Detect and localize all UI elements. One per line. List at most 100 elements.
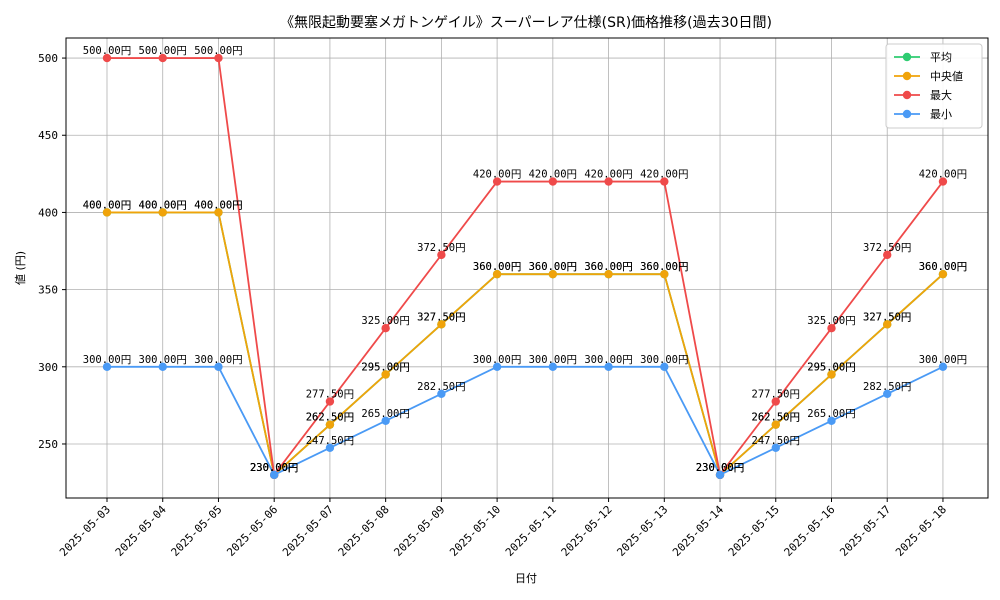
x-tick-label: 2025-05-15 — [726, 503, 782, 559]
data-label: 420.00円 — [919, 169, 967, 181]
data-label: 262.50円 — [306, 412, 354, 424]
data-label: 230.00円 — [250, 462, 298, 474]
data-label: 372.50円 — [417, 242, 465, 254]
data-point — [883, 320, 892, 329]
data-point — [548, 362, 558, 371]
y-axis: 250 300 350 400 450 500 — [38, 52, 66, 451]
data-label: 230.00円 — [696, 462, 744, 474]
data-point — [214, 208, 223, 217]
x-tick-label: 2025-05-17 — [837, 503, 893, 559]
data-label: 360.00円 — [584, 261, 632, 273]
data-label: 265.00円 — [361, 408, 409, 420]
y-axis-label: 値 (円) — [14, 251, 27, 285]
data-point — [492, 362, 502, 371]
data-label: 300.00円 — [640, 354, 688, 366]
data-label: 420.00円 — [640, 169, 688, 181]
data-point — [604, 269, 613, 279]
data-label: 247.50円 — [306, 435, 354, 447]
legend-label: 最大 — [930, 88, 952, 102]
data-point — [325, 420, 335, 429]
series-line — [107, 57, 944, 476]
data-label: 230.00円 — [250, 462, 298, 474]
x-tick-label: 2025-05-12 — [559, 503, 615, 559]
data-label: 277.50円 — [752, 389, 800, 401]
data-point — [381, 416, 390, 426]
data-label: 327.50円 — [417, 311, 465, 323]
data-point — [381, 370, 390, 379]
data-label: 300.00円 — [83, 354, 131, 366]
x-tick-label: 2025-05-09 — [391, 503, 447, 559]
data-point — [158, 53, 167, 63]
data-label: 360.00円 — [640, 261, 688, 273]
data-point — [883, 250, 892, 260]
x-tick-label: 2025-05-08 — [336, 503, 392, 559]
x-tick-label: 2025-05-05 — [169, 503, 225, 559]
data-point — [437, 250, 446, 260]
data-label: 230.00円 — [250, 462, 298, 474]
series-3 — [102, 362, 948, 480]
y-tick-label: 500 — [38, 52, 58, 65]
data-label: 327.50円 — [863, 311, 911, 323]
data-point — [827, 324, 836, 333]
data-label: 327.50円 — [863, 311, 911, 323]
x-tick-label: 2025-05-13 — [614, 503, 670, 559]
data-point — [492, 177, 502, 186]
data-point — [492, 269, 502, 279]
x-tick-label: 2025-05-10 — [447, 503, 503, 559]
data-label: 360.00円 — [473, 261, 521, 273]
data-point — [158, 208, 167, 217]
legend-label: 最小 — [930, 108, 952, 121]
data-point — [827, 370, 836, 379]
data-label: 295.00円 — [807, 362, 855, 374]
data-label: 277.50円 — [306, 389, 354, 401]
data-point — [548, 269, 558, 279]
x-tick-label: 2025-05-04 — [113, 503, 169, 559]
legend-marker — [902, 71, 912, 81]
data-label: 400.00円 — [194, 199, 242, 211]
data-label: 400.00円 — [139, 199, 187, 211]
x-tick-label: 2025-05-03 — [57, 503, 113, 559]
data-label: 360.00円 — [640, 261, 688, 273]
data-label: 262.50円 — [752, 412, 800, 424]
data-label: 360.00円 — [584, 261, 632, 273]
data-point — [827, 416, 836, 426]
data-label: 247.50円 — [752, 435, 800, 447]
y-tick-label: 450 — [38, 129, 58, 142]
data-label: 420.00円 — [584, 169, 632, 181]
data-point — [214, 362, 223, 371]
data-point — [883, 389, 892, 399]
legend-item: 平均 — [894, 51, 952, 64]
data-point — [660, 269, 669, 279]
legend-label: 平均 — [930, 51, 952, 64]
data-point — [938, 269, 948, 279]
data-point — [437, 389, 446, 399]
data-label: 500.00円 — [194, 45, 242, 57]
data-label: 262.50円 — [752, 412, 800, 424]
data-label: 265.00円 — [807, 408, 855, 420]
data-label: 230.00円 — [696, 462, 744, 474]
data-label: 295.00円 — [807, 362, 855, 374]
data-point — [325, 397, 335, 406]
legend-label: 中央値 — [930, 70, 963, 83]
data-point — [102, 53, 112, 63]
data-point — [771, 397, 780, 406]
legend-item: 最小 — [894, 108, 952, 121]
data-label: 360.00円 — [473, 261, 521, 273]
data-point — [158, 362, 167, 371]
data-label: 295.00円 — [361, 362, 409, 374]
data-label: 500.00円 — [83, 45, 131, 57]
data-label: 372.50円 — [863, 242, 911, 254]
data-label: 420.00円 — [529, 169, 577, 181]
x-tick-label: 2025-05-07 — [280, 503, 336, 559]
data-point — [548, 177, 558, 186]
data-label: 500.00円 — [139, 45, 187, 57]
data-label: 360.00円 — [529, 261, 577, 273]
data-point — [325, 443, 335, 453]
data-point — [102, 362, 112, 371]
data-label: 400.00円 — [194, 199, 242, 211]
data-label: 400.00円 — [139, 199, 187, 211]
x-tick-label: 2025-05-06 — [224, 503, 280, 559]
data-labels: 400.00円 400.00円 400.00円 230.00円 262.50円 295.0… — [83, 45, 967, 474]
